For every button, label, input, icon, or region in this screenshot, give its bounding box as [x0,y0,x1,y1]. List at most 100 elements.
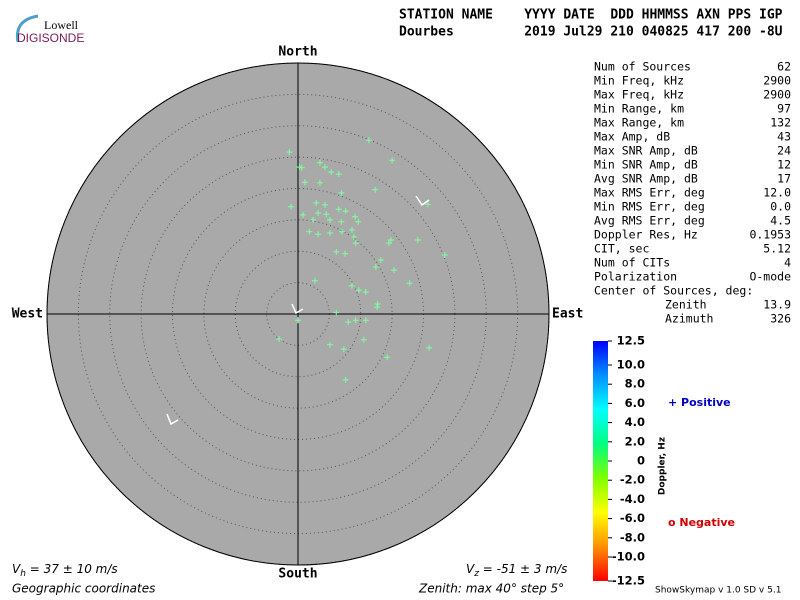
stat-label: Max RMS Err, deg [594,186,705,200]
source-point [365,137,372,144]
stat-label: Min Freq, kHz [594,74,684,88]
colorbar-tick-label: -10.0 [612,550,645,564]
source-point [327,230,334,237]
stat-value: 62 [777,60,791,74]
source-point [301,179,308,186]
stat-label: Max Amp, dB [594,130,670,144]
colorbar-tick-label: 10.0 [617,358,645,372]
version-label: ShowSkymap v 1.0 SD v 5.1 [655,586,781,596]
source-point [333,309,340,316]
source-point [342,208,349,215]
source-point [385,240,392,247]
colorbar-tick-label: -8.0 [620,530,645,544]
coords-label: Geographic coordinates [12,582,155,596]
legend-negative: o Negative [668,516,735,529]
source-point [348,282,355,289]
stat-value: 17 [777,172,791,186]
direction-label: West [12,307,43,322]
source-point [342,376,349,383]
stat-label: Min RMS Err, deg [594,200,705,214]
stat-value: 13.9 [763,298,791,312]
stat-value: 2900 [763,74,791,88]
source-point [335,206,342,213]
legend-positive: + Positive [668,396,731,409]
stat-label: Min SNR Amp, dB [594,158,698,172]
colorbar-tick-label: 6.0 [625,396,645,410]
source-point [321,164,328,171]
stat-label: Azimuth [665,312,713,326]
source-point [362,289,369,296]
stat-label: Center of Sources, deg: [594,284,753,298]
stat-value: 326 [770,312,791,326]
stat-value: 24 [777,144,791,158]
stat-value: 5.12 [763,242,791,256]
source-point [296,164,303,171]
stat-label: Max Range, km [594,116,684,130]
stat-label: Num of CITs [594,256,670,270]
header-row: STATION NAME YYYY DATE DDD HHMMSS AXN PP… [399,8,783,23]
source-point [377,257,384,264]
colorbar-tick-label: 0 [637,454,645,468]
source-point [414,236,421,243]
source-point [340,346,347,353]
source-point [387,236,394,243]
stat-label: Max Freq, kHz [594,88,684,102]
source-point [355,218,362,225]
source-point [441,252,448,259]
source-point [355,287,362,294]
source-point [306,228,313,235]
source-point [348,226,355,233]
velocity-chevrons [166,195,430,426]
colorbar-title: Doppler, Hz [658,437,668,495]
direction-label: South [278,567,317,582]
source-point [374,304,381,311]
source-point [384,354,391,361]
source-point [342,250,349,257]
source-point [295,317,301,324]
source-point [352,240,359,247]
stat-value: 0.1953 [749,228,791,242]
source-point [333,248,340,255]
stat-label: Polarization [594,270,677,284]
stat-label: Zenith [665,298,707,312]
source-point [426,344,433,351]
stat-label: Avg RMS Err, deg [594,214,705,228]
logo-top: Lowell [44,18,79,32]
source-point [315,231,322,238]
colorbar-tick-label: -12.5 [612,574,645,588]
source-point [424,201,431,208]
stat-label: Min Range, km [594,102,684,116]
logo-bottom: DIGISONDE [17,31,84,45]
stat-value: 97 [777,102,791,116]
stat-value: 12.0 [763,186,791,200]
colorbar-tick-label: -6.0 [620,511,645,525]
colorbar [593,341,608,581]
source-point [323,211,330,218]
vz-label: Vz = -51 ± 3 m/s [466,562,567,579]
source-point [391,267,398,274]
source-point [350,233,357,240]
source-point [362,317,369,324]
stat-value: 4.5 [770,214,791,228]
source-point [298,164,305,171]
source-point [327,216,334,223]
direction-label: East [552,307,583,322]
stat-label: Num of Sources [594,60,691,74]
source-point [316,159,323,166]
stat-label: Avg SNR Amp, dB [594,172,698,186]
source-point [327,341,334,348]
source-point [338,228,345,235]
source-point [328,169,335,176]
stat-value: 0.0 [770,200,791,214]
source-point [335,171,342,178]
colorbar-tick-label: 12.5 [617,334,645,348]
source-point [374,300,381,307]
stat-value: 4 [784,256,791,270]
stat-label: Doppler Res, Hz [594,228,698,242]
colorbar-tick-label: -4.0 [620,492,645,506]
source-point [352,213,359,220]
source-point [338,218,345,225]
source-point [276,336,283,343]
header-row: Dourbes 2019 Jul29 210 040825 417 200 -8… [399,25,783,40]
